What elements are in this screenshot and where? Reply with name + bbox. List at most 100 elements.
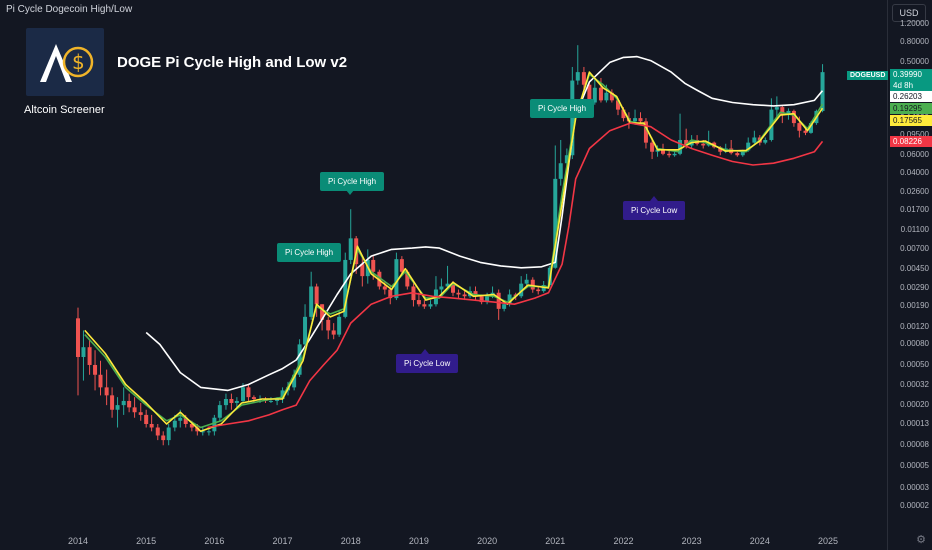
price-tick: 0.00013 — [900, 418, 929, 428]
price-tag: 0.26203 — [890, 91, 932, 102]
series-line-mid — [84, 73, 824, 429]
candle-body — [808, 123, 813, 133]
candle-body — [672, 153, 677, 156]
candle-body — [337, 316, 342, 335]
price-tick: 0.00002 — [900, 501, 929, 510]
price-tick: 0.00008 — [900, 440, 929, 450]
candle-body — [553, 178, 558, 268]
time-tick: 2014 — [67, 536, 89, 546]
series-line-lower — [207, 122, 824, 429]
candle-body — [87, 347, 92, 365]
price-tick: 0.01100 — [900, 224, 929, 234]
chart-headline: DOGE Pi Cycle High and Low v2 — [117, 54, 348, 71]
price-tick: 0.00003 — [900, 483, 929, 493]
price-tick: 0.80000 — [900, 36, 929, 46]
candle-body — [684, 139, 689, 146]
candle-body — [309, 286, 314, 317]
candle-layer — [76, 45, 825, 446]
chart-title: Pi Cycle Dogecoin High/Low — [6, 4, 133, 15]
candle-body — [643, 121, 648, 143]
candle-body — [428, 304, 433, 307]
pi-cycle-high-label-2021: Pi Cycle High — [530, 99, 595, 118]
candle-body — [780, 107, 785, 116]
candle-body — [206, 431, 211, 433]
candle-body — [735, 153, 740, 156]
time-tick: 2021 — [545, 536, 566, 546]
candle-body — [348, 238, 353, 260]
price-tick: 0.00080 — [900, 339, 929, 349]
candle-body — [93, 364, 98, 375]
candle-body — [416, 300, 421, 305]
candle-body — [326, 319, 331, 331]
candle-body — [343, 259, 348, 317]
price-tick: 0.00290 — [900, 282, 929, 292]
time-tick: 2020 — [477, 536, 498, 546]
candle-body — [752, 137, 757, 143]
candle-body — [604, 92, 609, 101]
candle-body — [405, 271, 410, 287]
symbol-tag: DOGEUSD — [847, 71, 889, 80]
candle-body — [763, 139, 768, 143]
candle-body — [127, 400, 132, 408]
candle-body — [797, 123, 802, 131]
candle-body — [98, 374, 103, 388]
candle-body — [161, 435, 166, 441]
candle-body — [212, 417, 217, 432]
candle-body — [104, 387, 109, 396]
arrow-up-icon — [421, 349, 429, 354]
currency-selector[interactable]: USD — [892, 4, 926, 22]
candle-body — [667, 153, 672, 156]
candle-body — [502, 304, 507, 309]
candle-body — [650, 142, 655, 152]
price-chart[interactable] — [0, 0, 888, 550]
time-tick: 2018 — [340, 536, 361, 546]
candle-body — [473, 291, 478, 297]
price-tag: 0.19295 — [890, 103, 932, 114]
candle-body — [178, 417, 183, 421]
price-tick: 0.00700 — [900, 244, 929, 254]
candle-body — [115, 405, 120, 410]
candle-body — [81, 347, 86, 357]
candle-body — [587, 84, 592, 103]
candle-body — [217, 405, 222, 418]
countdown-tag: 4d 8h — [890, 80, 932, 91]
time-tick: 2016 — [204, 536, 225, 546]
price-tick: 0.00450 — [900, 263, 929, 273]
candle-body — [661, 149, 665, 154]
pi-cycle-high-label-2017: Pi Cycle High — [277, 243, 342, 262]
candle-body — [786, 110, 791, 116]
candle-body — [314, 286, 319, 305]
price-tick: 0.00032 — [900, 379, 929, 389]
candle-body — [234, 400, 239, 403]
pi-cycle-high-label-2018: Pi Cycle High — [320, 172, 385, 191]
candle-body — [388, 289, 393, 299]
candle-body — [462, 294, 467, 297]
candle-body — [280, 390, 285, 400]
candle-body — [451, 283, 455, 293]
candle-body — [422, 304, 427, 307]
gear-icon[interactable]: ⚙ — [916, 534, 926, 546]
candle-body — [655, 149, 660, 152]
candle-body — [138, 412, 143, 415]
arrow-up-icon — [650, 196, 658, 201]
candle-body — [331, 330, 336, 335]
candle-body — [76, 318, 80, 357]
candle-body — [638, 118, 643, 122]
candle-body — [575, 72, 580, 81]
candle-body — [445, 283, 450, 287]
candle-body — [377, 271, 382, 287]
candle-body — [371, 259, 376, 272]
candle-body — [633, 118, 638, 122]
time-tick: 2023 — [681, 536, 702, 546]
candle-body — [149, 423, 154, 428]
candle-body — [229, 399, 234, 403]
altcoin-screener-logo: $ — [26, 28, 104, 96]
price-tick: 0.09500 — [900, 130, 929, 140]
candle-body — [251, 397, 256, 400]
time-tick: 2024 — [749, 536, 770, 546]
candle-body — [456, 292, 461, 295]
candle-body — [132, 407, 137, 413]
candle-body — [519, 283, 524, 297]
brand-label: Altcoin Screener — [24, 104, 105, 116]
candle-body — [485, 296, 490, 303]
